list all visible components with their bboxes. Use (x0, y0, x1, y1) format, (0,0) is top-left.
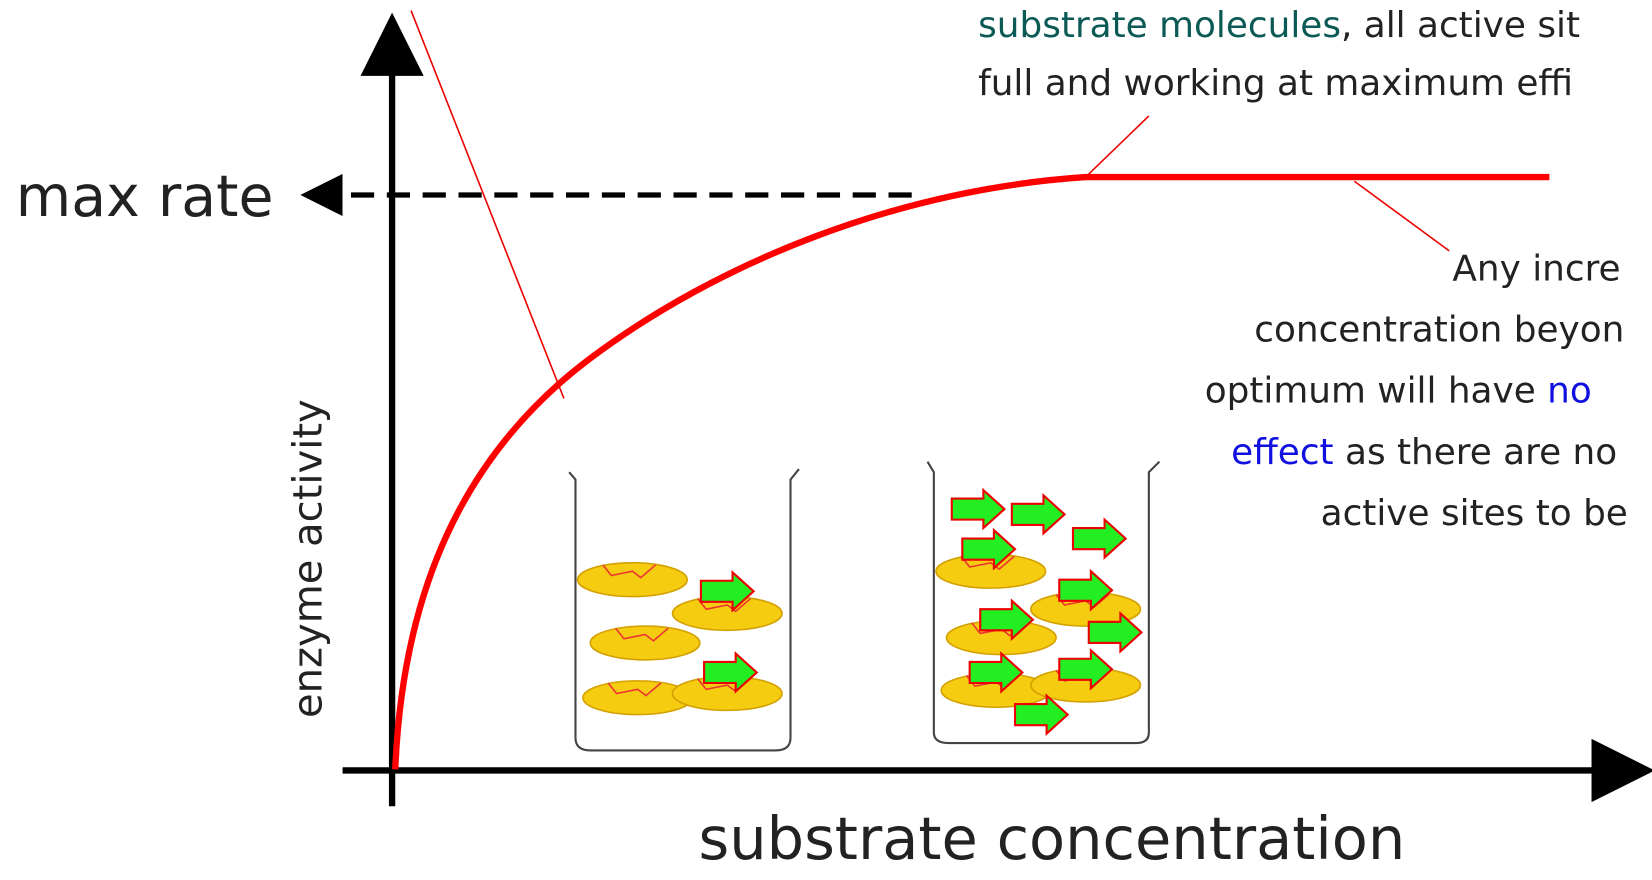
x-axis-label: substrate concentration (698, 804, 1405, 873)
top-annotation: substrate molecules, all active sit (978, 5, 1580, 46)
right-annotation: optimum will have no (1205, 371, 1592, 412)
right-annotation: Any incre (1452, 248, 1620, 289)
top-annotation: full and working at maximum effi (978, 63, 1573, 104)
pointer-line (411, 11, 564, 399)
diagram-body: max rate enzyme activity substrate conce… (16, 5, 1628, 873)
right-annotation: concentration beyon (1254, 309, 1624, 350)
text: as there are no (1334, 432, 1618, 473)
pointer-line (1086, 116, 1149, 177)
highlight: substrate molecules (978, 5, 1341, 46)
text: , all active sit (1341, 5, 1580, 46)
highlight: no (1547, 371, 1592, 412)
beaker-contents (578, 490, 1142, 733)
page: {"axes": {"y_label": "enzyme activity", … (0, 0, 1652, 880)
text: optimum will have (1205, 371, 1547, 412)
max-rate-label: max rate (16, 164, 274, 230)
right-annotation: effect as there are no (1231, 432, 1617, 473)
diagram: max rate enzyme activity substrate conce… (0, 0, 1652, 880)
highlight: effect (1231, 432, 1334, 473)
y-axis-label: enzyme activity (285, 399, 331, 718)
right-annotation: active sites to be (1321, 493, 1628, 534)
pointer-line (1354, 181, 1449, 251)
